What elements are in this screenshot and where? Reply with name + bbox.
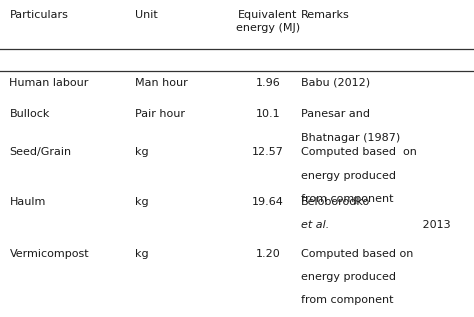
Text: Beloborodko: Beloborodko	[301, 197, 370, 207]
Text: Human labour: Human labour	[9, 78, 89, 88]
Text: kg: kg	[135, 249, 149, 259]
Text: Bhatnagar (1987): Bhatnagar (1987)	[301, 133, 400, 143]
Text: 2013: 2013	[419, 220, 451, 230]
Text: kg: kg	[135, 197, 149, 207]
Text: et al.: et al.	[301, 220, 329, 230]
Text: Vermicompost: Vermicompost	[9, 249, 89, 259]
Text: Equivalent
energy (MJ): Equivalent energy (MJ)	[236, 10, 300, 33]
Text: Man hour: Man hour	[135, 78, 188, 88]
Text: Haulm: Haulm	[9, 197, 46, 207]
Text: 19.64: 19.64	[252, 197, 284, 207]
Text: Computed based  on: Computed based on	[301, 147, 417, 158]
Text: Remarks: Remarks	[301, 10, 350, 20]
Text: 1.20: 1.20	[255, 249, 280, 259]
Text: Panesar and: Panesar and	[301, 109, 370, 120]
Text: Babu (2012): Babu (2012)	[301, 78, 370, 88]
Text: kg: kg	[135, 147, 149, 158]
Text: from component: from component	[301, 194, 393, 204]
Text: from component: from component	[301, 295, 393, 305]
Text: 12.57: 12.57	[252, 147, 284, 158]
Text: 10.1: 10.1	[255, 109, 280, 120]
Text: Bullock: Bullock	[9, 109, 50, 120]
Text: Computed based on: Computed based on	[301, 249, 413, 259]
Text: Pair hour: Pair hour	[135, 109, 185, 120]
Text: Seed/Grain: Seed/Grain	[9, 147, 72, 158]
Text: Particulars: Particulars	[9, 10, 68, 20]
Text: 1.96: 1.96	[255, 78, 280, 88]
Text: energy produced: energy produced	[301, 171, 396, 181]
Text: energy produced: energy produced	[301, 272, 396, 282]
Text: Unit: Unit	[135, 10, 158, 20]
